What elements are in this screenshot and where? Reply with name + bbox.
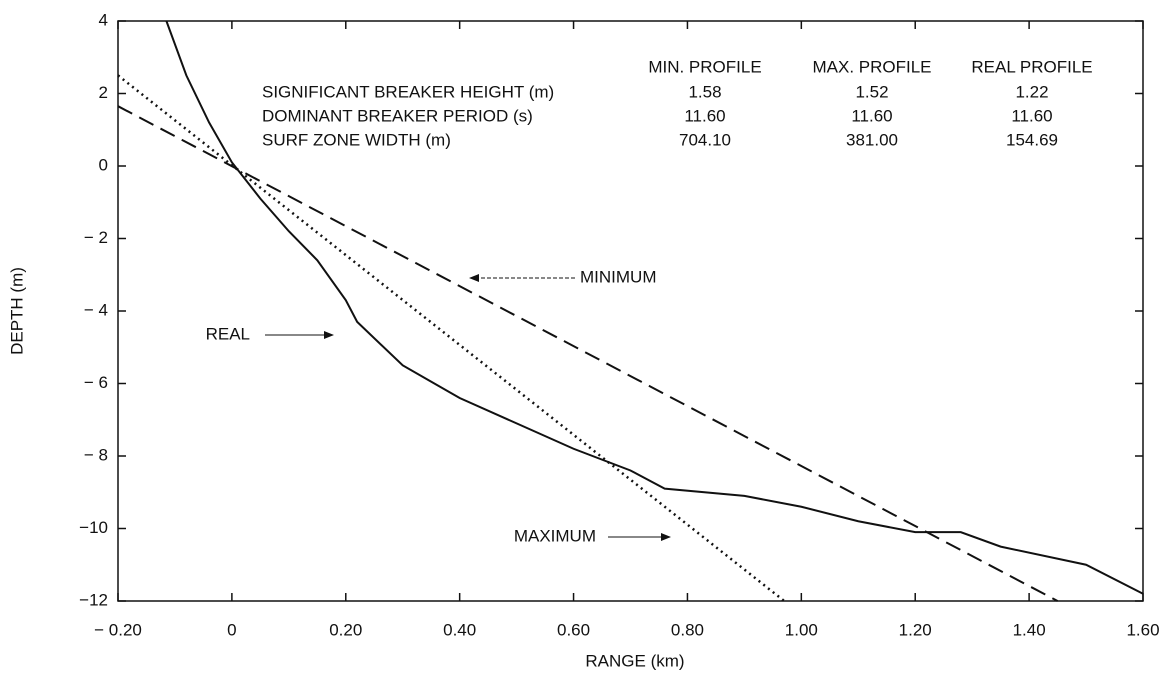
table-cell: 704.10 xyxy=(679,130,731,149)
y-tick-label: 2 xyxy=(99,83,108,102)
table-row-label: DOMINANT BREAKER PERIOD (s) xyxy=(262,106,533,125)
table-cell: 11.60 xyxy=(684,106,725,125)
x-axis-label: RANGE (km) xyxy=(585,651,684,670)
table-cell: 11.60 xyxy=(1011,106,1052,125)
x-tick-label: 1.00 xyxy=(785,620,818,639)
y-axis-label: DEPTH (m) xyxy=(7,267,26,355)
series-line xyxy=(117,105,1059,602)
x-tick-label: 0.20 xyxy=(329,620,362,639)
x-tick-label: 0.80 xyxy=(671,620,704,639)
table-header: MAX. PROFILE xyxy=(812,57,931,76)
y-tick-label: − 6 xyxy=(84,373,108,392)
table-header: REAL PROFILE xyxy=(971,57,1092,76)
series-label: MAXIMUM xyxy=(514,526,596,545)
table-cell: 154.69 xyxy=(1006,130,1058,149)
table-header: MIN. PROFILE xyxy=(648,57,761,76)
series-label: REAL xyxy=(206,324,250,343)
table-cell: 381.00 xyxy=(846,130,898,149)
x-tick-label: − 0.20 xyxy=(94,620,142,639)
table-cell: 1.22 xyxy=(1015,82,1048,101)
series-line xyxy=(165,20,1144,595)
y-tick-label: 0 xyxy=(99,155,108,174)
series-label: MINIMUM xyxy=(580,267,656,286)
y-tick-label: −12 xyxy=(79,590,108,609)
table-row-label: SURF ZONE WIDTH (m) xyxy=(262,130,451,149)
x-tick-label: 1.60 xyxy=(1126,620,1159,639)
x-tick-label: 1.20 xyxy=(899,620,932,639)
y-tick-label: 4 xyxy=(99,10,108,29)
y-tick-label: − 8 xyxy=(84,445,108,464)
y-tick-label: − 4 xyxy=(84,300,108,319)
table-cell: 1.58 xyxy=(688,82,721,101)
table-cell: 11.60 xyxy=(851,106,892,125)
x-tick-label: 0.60 xyxy=(557,620,590,639)
y-tick-label: − 2 xyxy=(84,228,108,247)
x-tick-label: 0.40 xyxy=(443,620,476,639)
x-tick-label: 1.40 xyxy=(1013,620,1046,639)
y-tick-label: −10 xyxy=(79,518,108,537)
table-row-label: SIGNIFICANT BREAKER HEIGHT (m) xyxy=(262,82,554,101)
x-tick-label: 0 xyxy=(227,620,236,639)
table-cell: 1.52 xyxy=(855,82,888,101)
